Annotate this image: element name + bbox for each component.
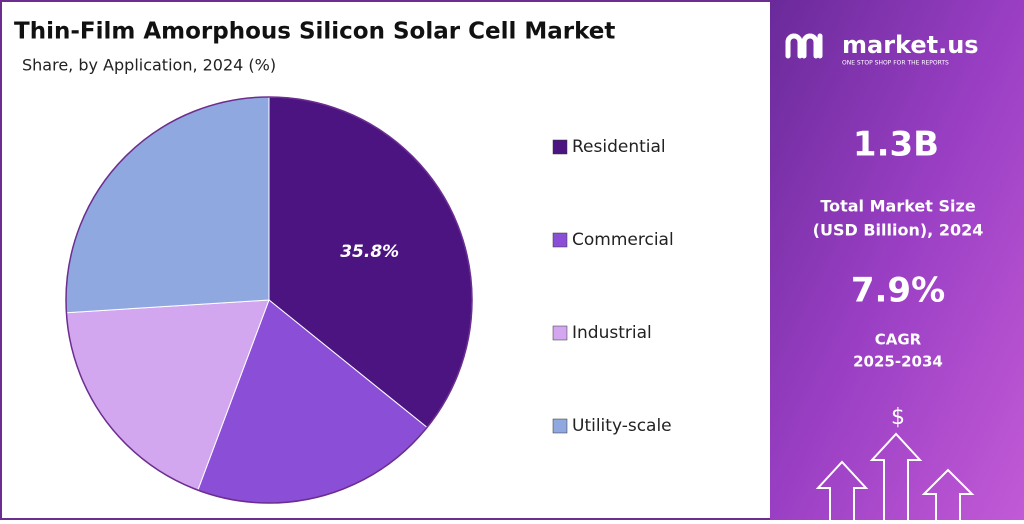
tagline: ONE STOP SHOP FOR THE REPORTS (842, 60, 949, 67)
cagr: 7.9% (851, 271, 945, 311)
logo (785, 33, 823, 59)
arrows (815, 432, 975, 520)
cagr-label: 2025-2034 (853, 353, 943, 371)
chart-subtitle: Share, by Application, 2024 (%) (22, 56, 276, 75)
data-label: 35.8% (340, 242, 399, 262)
legend-swatch (552, 325, 568, 341)
brand: market.us (842, 31, 979, 59)
legend-swatch (552, 232, 568, 248)
legend-label: Utility-scale (572, 416, 672, 436)
legend-label: Industrial (572, 323, 652, 343)
market-size-label: (USD Billion), 2024 (813, 221, 984, 240)
chart-title: Thin-Film Amorphous Silicon Solar Cell M… (14, 19, 615, 45)
cagr-label: CAGR (875, 331, 922, 349)
legend-label: Commercial (572, 230, 674, 250)
dollar-icon: $ (891, 405, 905, 430)
market-size-label: Total Market Size (820, 197, 975, 216)
pie-outline (65, 96, 473, 504)
legend-swatch (552, 418, 568, 434)
legend-swatch (552, 139, 568, 155)
side-panel (770, 0, 1024, 520)
legend-label: Residential (572, 137, 666, 157)
market-size: 1.3B (853, 125, 939, 165)
